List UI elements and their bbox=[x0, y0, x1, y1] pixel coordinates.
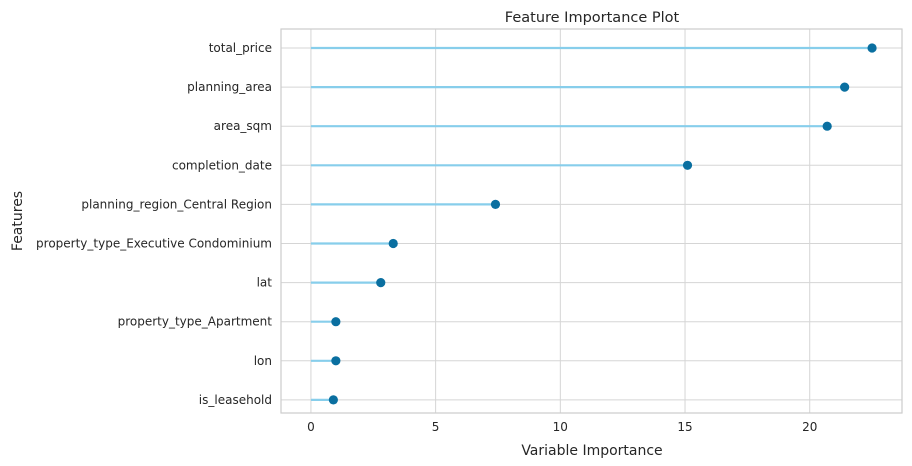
y-tick-label: is_leasehold bbox=[199, 393, 272, 407]
y-axis-title: Features bbox=[10, 191, 26, 251]
y-tick-label: total_price bbox=[209, 41, 272, 55]
importance-marker bbox=[840, 82, 850, 92]
y-tick-label: completion_date bbox=[172, 158, 272, 172]
y-tick-label: property_type_Apartment bbox=[118, 315, 273, 329]
x-tick-label: 10 bbox=[553, 420, 568, 434]
importance-marker bbox=[682, 160, 693, 170]
x-tick-labels: 0 5 10 15 20 bbox=[307, 420, 817, 434]
x-axis-title: Variable Importance bbox=[521, 443, 662, 459]
x-tick-label: 15 bbox=[677, 420, 692, 434]
x-tick-label: 5 bbox=[432, 420, 440, 434]
y-tick-labels: total_price planning_area area_sqm completi… bbox=[36, 41, 272, 407]
marks-layer bbox=[310, 43, 877, 405]
y-tick-label: lat bbox=[257, 276, 273, 290]
importance-marker bbox=[490, 199, 501, 209]
importance-marker bbox=[867, 43, 877, 53]
importance-marker bbox=[376, 278, 386, 288]
x-tick-label: 20 bbox=[802, 420, 817, 434]
plot-frame bbox=[280, 28, 903, 414]
chart-title: Feature Importance Plot bbox=[505, 10, 680, 26]
y-tick-label: planning_area bbox=[187, 80, 272, 94]
y-tick-label: area_sqm bbox=[214, 119, 272, 133]
importance-marker bbox=[331, 317, 341, 327]
y-tick-label: property_type_Executive Condominium bbox=[36, 237, 272, 251]
importance-marker bbox=[328, 395, 338, 405]
x-tick-label: 0 bbox=[307, 420, 315, 434]
y-tick-label: lon bbox=[254, 354, 272, 368]
importance-marker bbox=[331, 356, 341, 366]
importance-marker bbox=[822, 121, 832, 131]
y-tick-label: planning_region_Central Region bbox=[81, 197, 272, 211]
importance-marker bbox=[388, 238, 398, 249]
